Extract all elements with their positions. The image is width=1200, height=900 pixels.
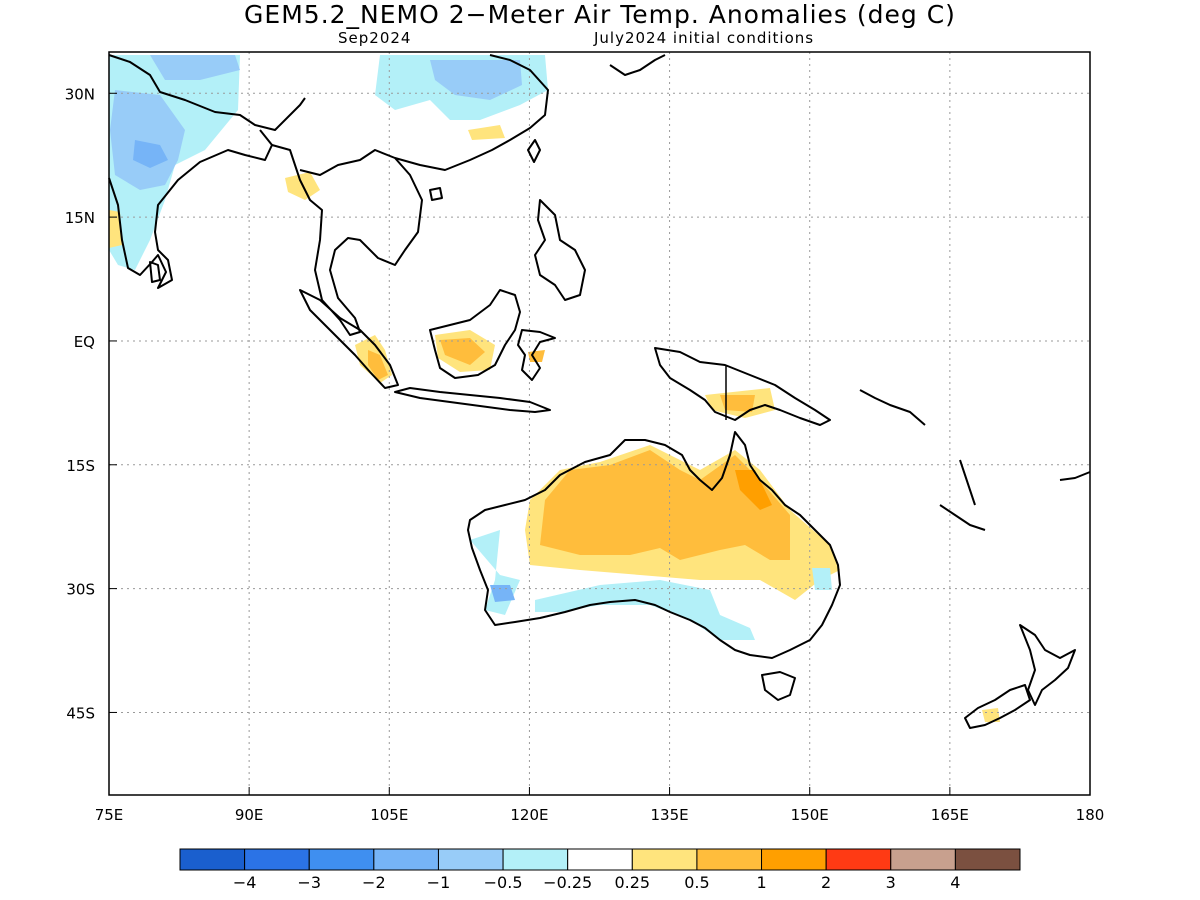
coastline-australia: [467, 431, 841, 659]
colorbar-label: −2: [362, 873, 386, 892]
lon-tick-label: 105E: [370, 806, 408, 824]
cool-region-china-core: [430, 60, 522, 100]
colorbar-label: −3: [297, 873, 321, 892]
cool-spot-australia-east: [812, 568, 832, 590]
colorbar-swatch: [954, 848, 1021, 871]
colorbar-label: 4: [950, 873, 960, 892]
colorbar-swatch: [696, 848, 763, 871]
map-background: [109, 52, 1090, 795]
colorbar-swatch: [890, 848, 956, 871]
colorbar-swatch: [825, 848, 892, 871]
colorbar-swatch: [631, 848, 698, 871]
colorbar-swatch: [244, 848, 310, 871]
colorbar-label: 1: [756, 873, 766, 892]
coastline-new-guinea: [654, 347, 831, 426]
cool-region-india-blue: [133, 140, 168, 168]
colorbar-label: −1: [427, 873, 451, 892]
warm-region-australia-core: [540, 450, 790, 560]
lon-tick-label: 90E: [235, 806, 264, 824]
warm-region-borneo-core: [440, 338, 485, 365]
lat-tick-label: 30N: [65, 85, 95, 103]
colorbar-label: 2: [821, 873, 831, 892]
gridlines: [109, 52, 1090, 795]
coastline-taiwan: [527, 139, 541, 163]
warm-region-new-guinea-core: [720, 395, 755, 412]
cool-region-india-core: [110, 90, 185, 190]
coastline-sumatra: [299, 289, 399, 389]
coastline-nz-north: [1019, 624, 1076, 706]
colorbar-label: −4: [233, 873, 257, 892]
coastline-china: [394, 54, 549, 171]
cool-spot-australia-sw: [490, 585, 515, 602]
warm-spot-new-zealand: [982, 708, 1000, 722]
colorbar-swatch: [502, 848, 569, 871]
subtitle-month: Sep2024: [338, 29, 412, 47]
colorbar-label: 0.25: [614, 873, 650, 892]
coastline-himalaya: [108, 54, 306, 131]
map-frame: [108, 51, 1091, 796]
coastline-indochina: [271, 144, 423, 336]
coastline-java: [394, 387, 551, 413]
lon-tick-label: 150E: [791, 806, 829, 824]
coastline-borneo: [429, 289, 521, 379]
coastline-india: [108, 129, 273, 289]
colorbar-swatch: [373, 848, 439, 871]
warm-spot-china: [468, 125, 505, 140]
longitude-labels: 75E 90E 105E 120E 135E 150E 165E 180: [95, 787, 1105, 824]
chart-title: GEM5.2_NEMO 2−Meter Air Temp. Anomalies …: [244, 0, 956, 29]
colorbar-label: −0.25: [543, 873, 592, 892]
coastline-fiji: [1059, 471, 1091, 481]
colorbar-swatch: [761, 848, 827, 871]
coastline-sulawesi: [517, 329, 556, 381]
warm-region-qld-core: [735, 470, 772, 510]
lon-tick-label: 75E: [95, 806, 124, 824]
coastline-hainan: [429, 187, 443, 201]
lat-tick-label: 45S: [66, 704, 95, 722]
colorbar-label: 0.5: [684, 873, 709, 892]
colorbar-swatch: [308, 848, 375, 871]
subtitle-initial-conditions: July2024 initial conditions: [594, 29, 815, 47]
coastline-japan: [609, 54, 666, 76]
coastlines: [108, 54, 1091, 729]
lon-tick-label: 135E: [651, 806, 689, 824]
coastline-sri-lanka: [149, 261, 161, 283]
cool-region-tibet: [150, 55, 240, 80]
lat-tick-label: 30S: [66, 581, 95, 599]
coastline-solomon: [859, 389, 926, 426]
coastline-nz-south: [964, 684, 1031, 729]
colorbar-label: 3: [886, 873, 896, 892]
lon-tick-label: 180: [1076, 806, 1105, 824]
lon-tick-label: 165E: [931, 806, 969, 824]
warm-region-sumatra-core: [368, 350, 388, 380]
colorbar-swatch: [567, 848, 633, 871]
colorbar-label: −0.5: [484, 873, 523, 892]
coastline-vanuatu: [959, 459, 976, 506]
latitude-labels: 30N 15N EQ 15S 30S 45S: [65, 85, 117, 722]
coastline-tasmania: [761, 671, 796, 701]
colorbar-swatch: [437, 848, 504, 871]
lat-tick-label: 15N: [65, 209, 95, 227]
colorbar: −4 −3 −2 −1 −0.5 −0.25 0.25 0.5 1 2 3 4: [179, 848, 1021, 892]
lat-tick-label: EQ: [74, 333, 95, 351]
coastline-new-caledonia: [939, 504, 986, 531]
coastline-philippines: [534, 199, 586, 301]
colorbar-swatch: [179, 848, 246, 871]
lon-tick-label: 120E: [510, 806, 548, 824]
lat-tick-label: 15S: [66, 457, 95, 475]
